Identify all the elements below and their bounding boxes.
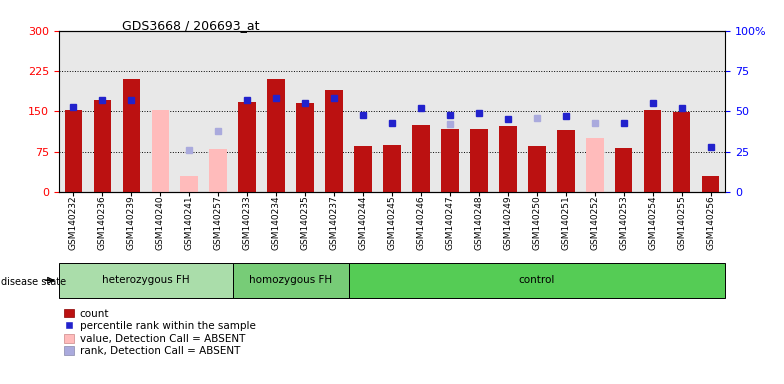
Text: GSM140236: GSM140236 [98,195,107,250]
Text: GSM140248: GSM140248 [474,195,484,250]
Bar [180,176,198,192]
Text: GSM140232: GSM140232 [69,195,78,250]
Bar [644,110,662,192]
Bar [383,145,401,192]
Text: GSM140237: GSM140237 [329,195,339,250]
Bar [267,79,285,192]
Bar [354,146,372,192]
Text: GSM140253: GSM140253 [619,195,628,250]
Text: GSM140256: GSM140256 [706,195,715,250]
Text: GSM140252: GSM140252 [590,195,599,250]
Bar [64,110,82,192]
Text: disease state: disease state [1,277,66,287]
Text: GSM140249: GSM140249 [503,195,513,250]
Bar [412,125,430,192]
Text: homozygous FH: homozygous FH [249,275,332,285]
Bar [528,146,546,192]
Text: heterozygous FH: heterozygous FH [102,275,190,285]
Bar [441,129,459,192]
Text: GSM140240: GSM140240 [156,195,165,250]
Bar [470,129,488,192]
Bar [93,99,111,192]
FancyBboxPatch shape [233,263,349,298]
Bar [122,79,140,192]
Text: GSM140255: GSM140255 [677,195,686,250]
Text: GSM140251: GSM140251 [561,195,570,250]
Text: GSM140250: GSM140250 [532,195,542,250]
Text: GSM140254: GSM140254 [648,195,657,250]
Bar [499,126,517,192]
Bar [209,149,227,192]
Bar [238,102,256,192]
Text: GSM140246: GSM140246 [416,195,426,250]
Bar [615,148,633,192]
Text: GDS3668 / 206693_at: GDS3668 / 206693_at [122,19,259,32]
Text: GSM140234: GSM140234 [271,195,281,250]
Text: control: control [519,275,555,285]
Text: GSM140247: GSM140247 [445,195,455,250]
Text: GSM140245: GSM140245 [387,195,397,250]
Text: GSM140241: GSM140241 [185,195,194,250]
Bar [586,138,604,192]
Bar [296,103,314,192]
Text: GSM140235: GSM140235 [300,195,310,250]
Bar [673,113,691,192]
Bar [325,90,343,192]
Legend: count, percentile rank within the sample, value, Detection Call = ABSENT, rank, : count, percentile rank within the sample… [64,309,256,356]
Text: GSM140233: GSM140233 [242,195,252,250]
Bar [151,110,169,192]
Bar [557,130,575,192]
Text: GSM140257: GSM140257 [214,195,223,250]
FancyBboxPatch shape [59,263,233,298]
FancyBboxPatch shape [349,263,725,298]
Bar [702,176,720,192]
Text: GSM140239: GSM140239 [127,195,136,250]
Text: GSM140244: GSM140244 [358,195,368,250]
